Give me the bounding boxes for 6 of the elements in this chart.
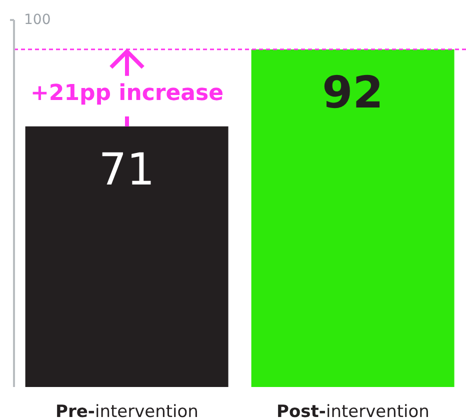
x-tick-label: Pre-intervention [56, 402, 198, 420]
y-tick-label: 100 [24, 12, 51, 28]
data-label: 71 [98, 144, 155, 196]
x-tick-label: Post-intervention [276, 402, 430, 420]
annotation: +21pp increase [30, 80, 224, 106]
data-label: 92 [322, 67, 384, 118]
